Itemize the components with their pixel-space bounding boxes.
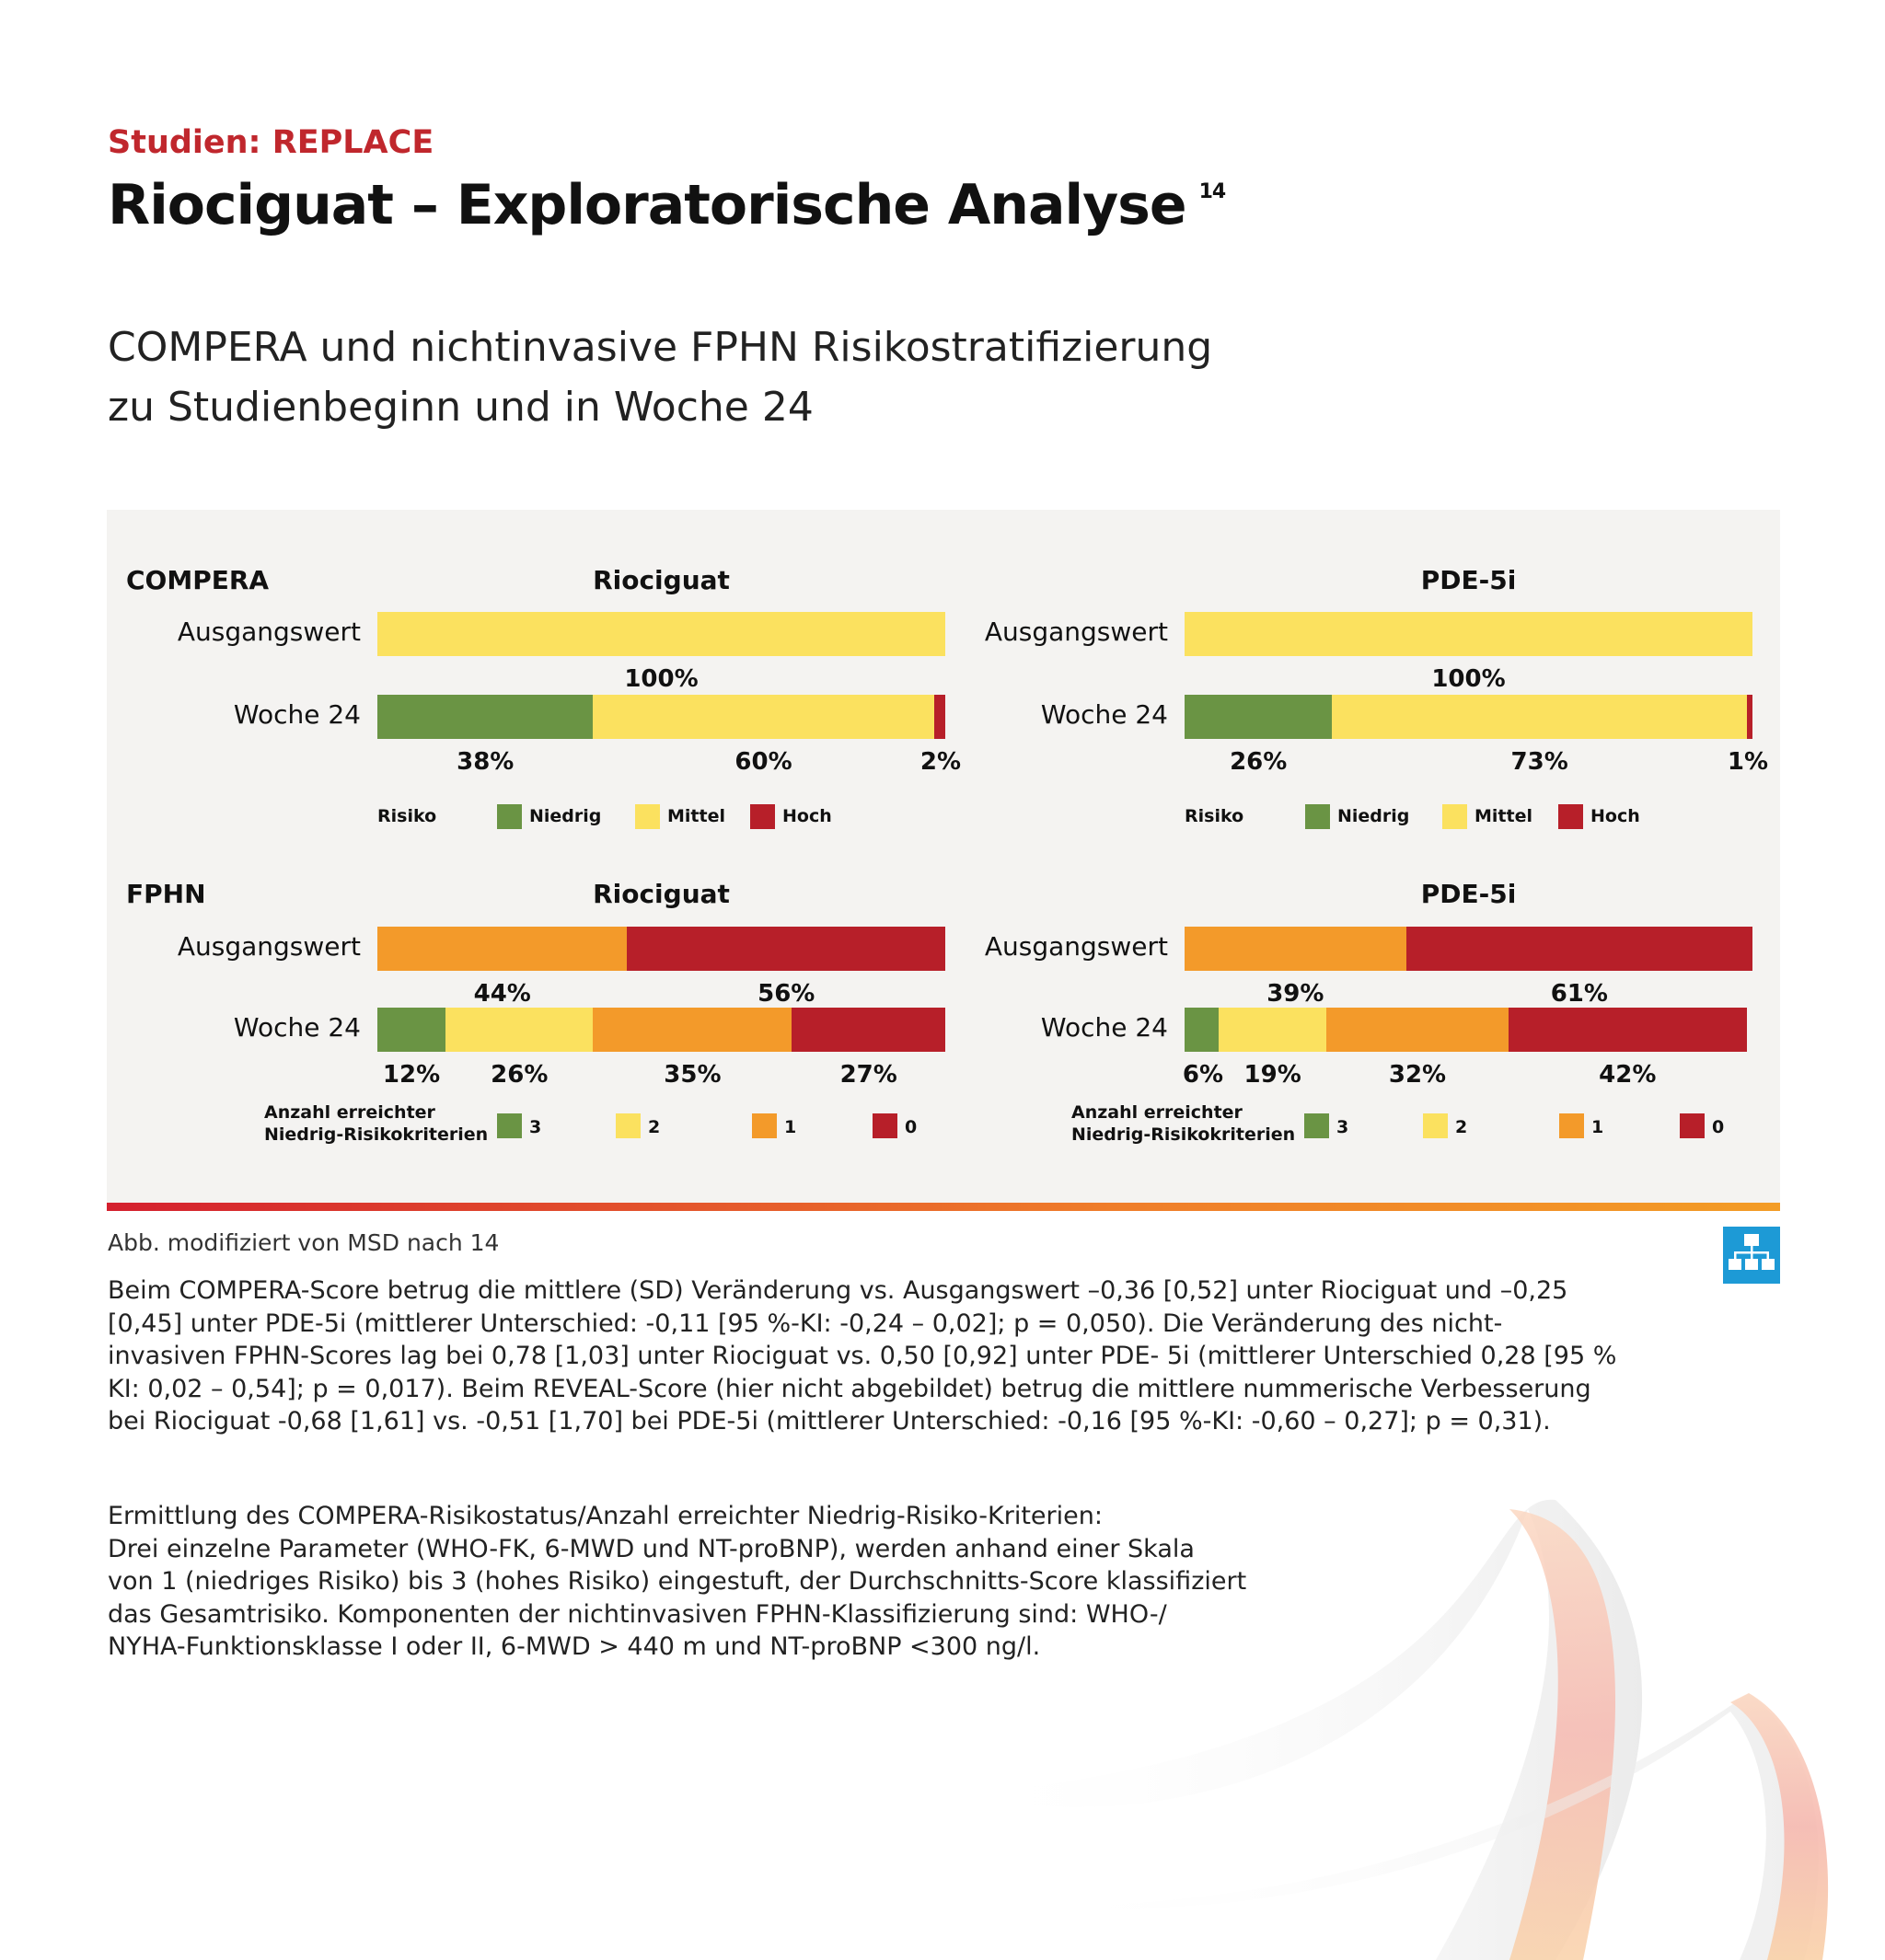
title-text: Riociguat – Exploratorische Analyse bbox=[108, 173, 1187, 237]
figure-caption: Abb. modifiziert von MSD nach 14 bbox=[108, 1229, 500, 1256]
method-line: NYHA-Funktionsklasse I oder II, 6-MWD > … bbox=[108, 1632, 1041, 1661]
subtitle-line-2: zu Studienbeginn und in Woche 24 bbox=[108, 384, 814, 431]
chart-panel bbox=[107, 510, 1780, 1203]
method-line: das Gesamtrisiko. Komponenten der nichti… bbox=[108, 1599, 1167, 1629]
gradient-divider bbox=[107, 1203, 1780, 1211]
title-reference: 14 bbox=[1198, 180, 1227, 203]
method-paragraph: Ermittlung des COMPERA-Risikostatus/Anza… bbox=[108, 1500, 1246, 1664]
results-line: bei Riociguat -0,68 [1,61] vs. -0,51 [1,… bbox=[108, 1407, 1551, 1435]
results-line: KI: 0,02 – 0,54]; p = 0,017). Beim REVEA… bbox=[108, 1374, 1591, 1403]
diagram-icon[interactable] bbox=[1723, 1227, 1780, 1284]
results-paragraph: Beim COMPERA-Score betrug die mittlere (… bbox=[108, 1274, 1616, 1438]
method-line: von 1 (niedriges Risiko) bis 3 (hohes Ri… bbox=[108, 1567, 1247, 1596]
decorative-swoosh bbox=[957, 1499, 1829, 1960]
subtitle-line-1: COMPERA und nichtinvasive FPHN Risikostr… bbox=[108, 324, 1213, 371]
kicker: Studien: REPLACE bbox=[108, 124, 434, 161]
results-line: [0,45] unter PDE-5i (mittlerer Unterschi… bbox=[108, 1309, 1503, 1338]
method-line: Ermittlung des COMPERA-Risikostatus/Anza… bbox=[108, 1502, 1103, 1530]
results-line: invasiven FPHN-Scores lag bei 0,78 [1,03… bbox=[108, 1342, 1617, 1370]
page-title: Riociguat – Exploratorische Analyse 14 bbox=[108, 173, 1227, 237]
results-line: Beim COMPERA-Score betrug die mittlere (… bbox=[108, 1276, 1568, 1305]
method-line: Drei einzelne Parameter (WHO-FK, 6-MWD u… bbox=[108, 1534, 1195, 1563]
